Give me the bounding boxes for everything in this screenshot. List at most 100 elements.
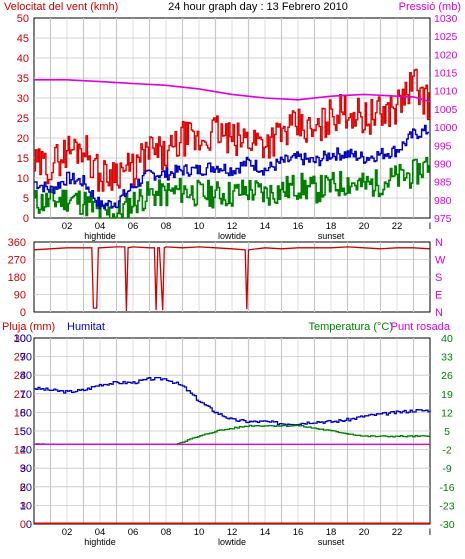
wind-x-tick-label: I [429,221,432,232]
wind-x-annotation: lowtide [218,231,246,241]
direction-compass-label: E [435,290,442,302]
direction-y-tick-label: 0 [20,307,26,319]
temperature-y-tick-label: 40 [441,333,453,345]
wind-y-tick-label: 45 [17,33,29,45]
rain-y-tick-label: 18 [14,407,26,419]
rain-y-tick-label: 0 [20,519,26,531]
climate-x-tick-label: 06 [128,527,139,538]
temperature-y-tick-label: -2 [442,445,451,457]
wind-y-tick-label: 0 [23,213,29,225]
humidity-y-tick-label: 60 [20,407,32,419]
wind-average-line [34,124,429,210]
rain-axis-title: Pluja (mm) [2,321,55,333]
direction-compass-label: S [435,272,442,284]
temperature-y-tick-label: -16 [439,482,454,494]
wind-y-tick-label: 25 [17,113,29,125]
pressure-y-tick-label: 1010 [434,86,458,98]
rain-y-tick-label: 27 [14,352,26,364]
direction-compass-label: W [435,255,446,267]
wind-x-tick-label: 02 [62,221,73,232]
wind-y-tick-label: 35 [17,73,29,85]
humidity-y-tick-label: 40 [20,445,32,457]
wind-y-tick-label: 5 [23,193,29,205]
wind-x-tick-label: 20 [359,221,370,232]
humidity-line [34,376,431,426]
rain-y-tick-label: 30 [14,333,26,345]
pressure-y-tick-label: 985 [434,177,452,189]
wind-x-tick-label: 16 [293,221,304,232]
wind-y-tick-label: 10 [17,173,29,185]
temperature-y-tick-label: -30 [439,519,454,531]
wind-x-tick-label: 06 [128,221,139,232]
direction-compass-label: N [435,307,443,319]
temperature-axis-title: Temperatura (°C) [309,321,393,333]
pressure-y-tick-label: 1000 [434,122,458,134]
climate-x-tick-label: 02 [62,527,73,538]
pressure-y-tick-label: 1025 [434,31,458,43]
pressure-axis-title: Pressió (mb) [399,1,461,13]
climate-x-tick-label: 22 [392,527,403,538]
climate-x-tick-label: 08 [161,527,172,538]
climate-x-annotation: hightide [84,537,116,547]
wind-x-tick-label: 04 [95,221,106,232]
humidity-axis-title: Humitat [67,321,105,333]
rain-y-tick-label: 6 [20,482,26,494]
climate-x-annotation: sunset [318,537,345,547]
pressure-y-tick-label: 1030 [434,13,458,25]
wind-y-tick-label: 15 [17,153,29,165]
wind-x-tick-label: 14 [260,221,271,232]
rain-y-tick-label: 9 [20,463,26,475]
temperature-y-tick-label: -9 [442,463,451,475]
chart-title: 24 hour graph day : 13 Febrero 2010 [168,1,348,13]
pressure-y-tick-label: 990 [434,158,452,170]
wind-direction-line [33,246,431,312]
wind-x-tick-label: 08 [161,221,172,232]
climate-x-tick-label: 14 [260,527,271,538]
wind-x-annotation: hightide [84,231,116,241]
humidity-y-tick-label: 50 [20,426,32,438]
rain-y-tick-label: 12 [14,445,26,457]
direction-y-tick-label: 90 [14,290,26,302]
temperature-y-tick-label: 19 [441,389,453,401]
wind-x-tick-label: 22 [392,221,403,232]
rain-y-tick-label: 3 [20,500,26,512]
pressure-y-tick-label: 980 [434,195,452,207]
temperature-y-tick-label: 12 [441,407,453,419]
rain-y-tick-label: 21 [14,389,26,401]
humidity-y-tick-label: 100 [14,333,32,345]
climate-x-tick-label: 18 [326,527,337,538]
rain-y-tick-label: 15 [14,426,26,438]
direction-y-tick-label: 180 [8,272,26,284]
direction-compass-label: N [435,237,443,249]
wind-x-tick-label: 12 [227,221,238,232]
wind-x-tick-label: 18 [326,221,337,232]
pressure-y-tick-label: 995 [434,140,452,152]
climate-x-tick-label: I [429,527,432,538]
pressure-y-tick-label: 1015 [434,68,458,80]
wind-y-tick-label: 20 [17,133,29,145]
wind-low-line [34,156,430,219]
temperature-y-tick-label: 5 [444,426,450,438]
direction-y-tick-label: 360 [8,237,26,249]
dewpoint-axis-title: Punt rosada [391,321,451,333]
pressure-y-tick-label: 1020 [434,49,458,61]
climate-x-annotation: lowtide [218,537,246,547]
rain-y-tick-label: 24 [14,370,26,382]
wind-gust-line [34,68,430,192]
temperature-y-tick-label: -23 [439,500,454,512]
wind-y-tick-label: 30 [17,93,29,105]
temperature-y-tick-label: 26 [441,370,453,382]
pressure-line [34,79,431,103]
humidity-y-tick-label: 30 [20,463,32,475]
wind-axis-title: Velocitat del vent (kmh) [4,1,118,13]
wind-y-tick-label: 50 [17,13,29,25]
pressure-y-tick-label: 975 [434,213,452,225]
humidity-y-tick-label: 90 [20,352,32,364]
humidity-y-tick-label: 0 [26,519,32,531]
climate-x-tick-label: 16 [293,527,304,538]
wind-x-annotation: sunset [318,231,345,241]
climate-x-tick-label: 10 [194,527,205,538]
humidity-y-tick-label: 80 [20,370,32,382]
